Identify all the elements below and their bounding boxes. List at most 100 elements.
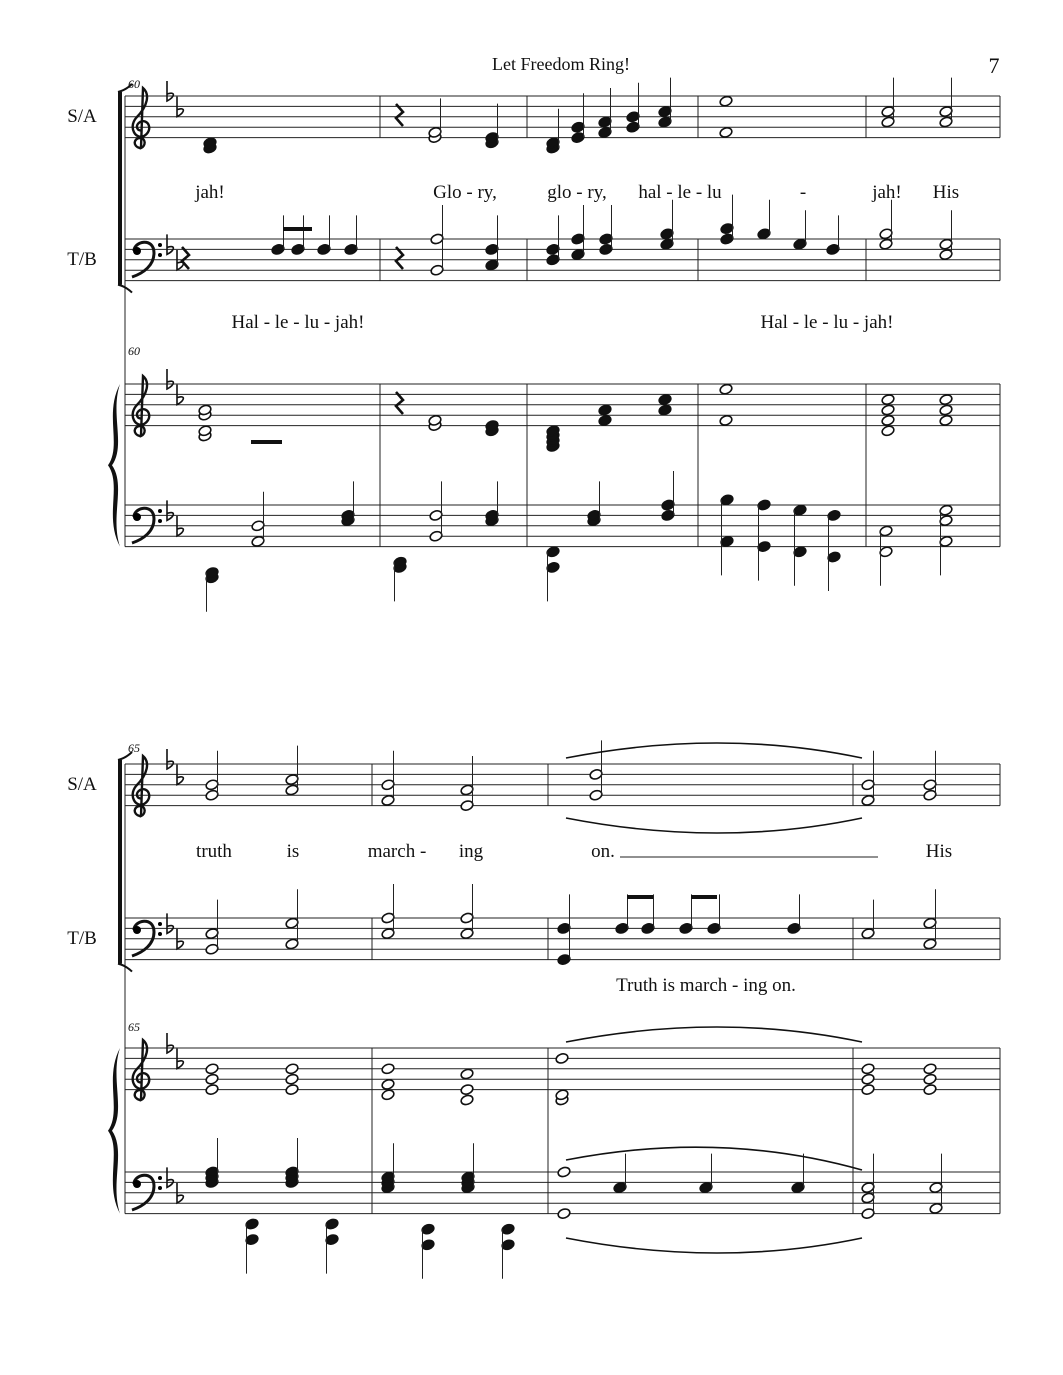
lyric: glo - ry, — [547, 182, 606, 203]
bracket-hook — [117, 751, 133, 761]
notehead — [485, 420, 499, 431]
notehead — [285, 1084, 299, 1095]
lyric: Truth is march - ing on. — [616, 975, 796, 996]
bass-clef-dot — [158, 1176, 162, 1180]
lyric: ing — [459, 841, 484, 862]
notehead — [719, 95, 733, 107]
choir-bracket — [118, 92, 122, 285]
flat-sign — [166, 1033, 175, 1055]
bass-clef — [131, 919, 156, 958]
lyric: jah! — [194, 182, 225, 203]
notehead — [203, 137, 217, 149]
beam — [251, 440, 282, 444]
lyric: jah! — [871, 182, 902, 203]
flat-sign — [166, 1167, 175, 1189]
bass-clef-dot — [158, 922, 162, 926]
bass-clef-head — [133, 926, 141, 934]
bass-clef-head — [133, 247, 141, 255]
lyric: His — [926, 841, 952, 862]
notehead — [881, 404, 895, 416]
notehead — [923, 1063, 937, 1075]
measure-number: 65 — [128, 1020, 140, 1034]
bass-clef-dot — [158, 253, 162, 257]
measure-number: 60 — [128, 344, 140, 358]
flat-sign — [176, 1048, 185, 1070]
notehead — [861, 1084, 875, 1095]
notehead — [861, 1063, 875, 1075]
quarter-rest — [394, 103, 405, 127]
page-number: 7 — [989, 53, 1000, 78]
measure-number: 60 — [128, 77, 140, 91]
notehead — [428, 415, 442, 426]
lyric: is — [287, 841, 300, 862]
bass-clef-dot — [158, 519, 162, 523]
notehead — [923, 1084, 937, 1095]
lyric: hal - le - lu — [638, 182, 722, 203]
bass-clef-dot — [158, 932, 162, 936]
staff-label: S/A — [67, 106, 97, 127]
bass-clef — [131, 240, 156, 279]
notehead — [939, 415, 953, 426]
treble-clef — [131, 1037, 151, 1102]
bass-clef-head — [133, 513, 141, 521]
notehead — [719, 415, 733, 426]
notehead — [546, 425, 560, 437]
notehead — [555, 1053, 569, 1064]
flat-sign — [176, 96, 185, 118]
piano-brace — [108, 384, 120, 547]
page-title: Let Freedom Ring! — [492, 54, 630, 74]
notehead — [658, 404, 672, 416]
treble-clef — [131, 85, 151, 150]
beam — [691, 895, 717, 899]
notehead — [923, 1073, 937, 1085]
flat-sign — [176, 1183, 185, 1205]
beam — [627, 895, 653, 899]
lyric: Hal - le - lu - jah! — [232, 312, 365, 333]
flat-sign — [166, 369, 175, 391]
notehead — [460, 1094, 474, 1106]
lyric: Hal - le - lu - jah! — [761, 312, 894, 333]
treble-clef — [131, 373, 151, 438]
bass-clef-dot — [158, 243, 162, 247]
staff-label: S/A — [67, 774, 97, 795]
slur — [565, 1026, 863, 1043]
notehead — [881, 415, 895, 426]
staff-label: T/B — [67, 928, 97, 949]
notehead — [881, 394, 895, 405]
bracket-hook — [117, 283, 133, 294]
notehead — [285, 1063, 299, 1075]
bass-clef — [131, 506, 156, 545]
notehead — [939, 394, 953, 405]
notehead — [658, 394, 672, 405]
quarter-rest — [394, 391, 405, 415]
notehead — [205, 1073, 219, 1085]
notehead — [381, 1063, 395, 1075]
notehead — [460, 1068, 474, 1080]
bass-clef-dot — [158, 1186, 162, 1190]
bracket-hook — [117, 962, 133, 973]
slur — [565, 742, 863, 759]
notehead — [598, 415, 612, 426]
choir-bracket — [118, 760, 122, 964]
flat-sign — [176, 929, 185, 951]
slur — [565, 817, 863, 834]
treble-clef — [131, 753, 151, 818]
notehead — [598, 404, 612, 416]
notehead — [198, 425, 212, 437]
notehead — [205, 1063, 219, 1075]
bass-clef-dot — [158, 509, 162, 513]
bass-clef — [131, 1173, 156, 1212]
lyric: on. — [591, 841, 615, 862]
bracket-hook — [117, 83, 133, 93]
notehead — [198, 404, 212, 416]
flat-sign — [176, 384, 185, 406]
notehead — [557, 1208, 571, 1219]
notehead — [205, 1084, 219, 1095]
flat-sign — [176, 250, 185, 272]
notehead — [861, 1073, 875, 1085]
quarter-rest — [180, 246, 191, 270]
notehead — [285, 1073, 299, 1085]
flat-sign — [166, 500, 175, 522]
